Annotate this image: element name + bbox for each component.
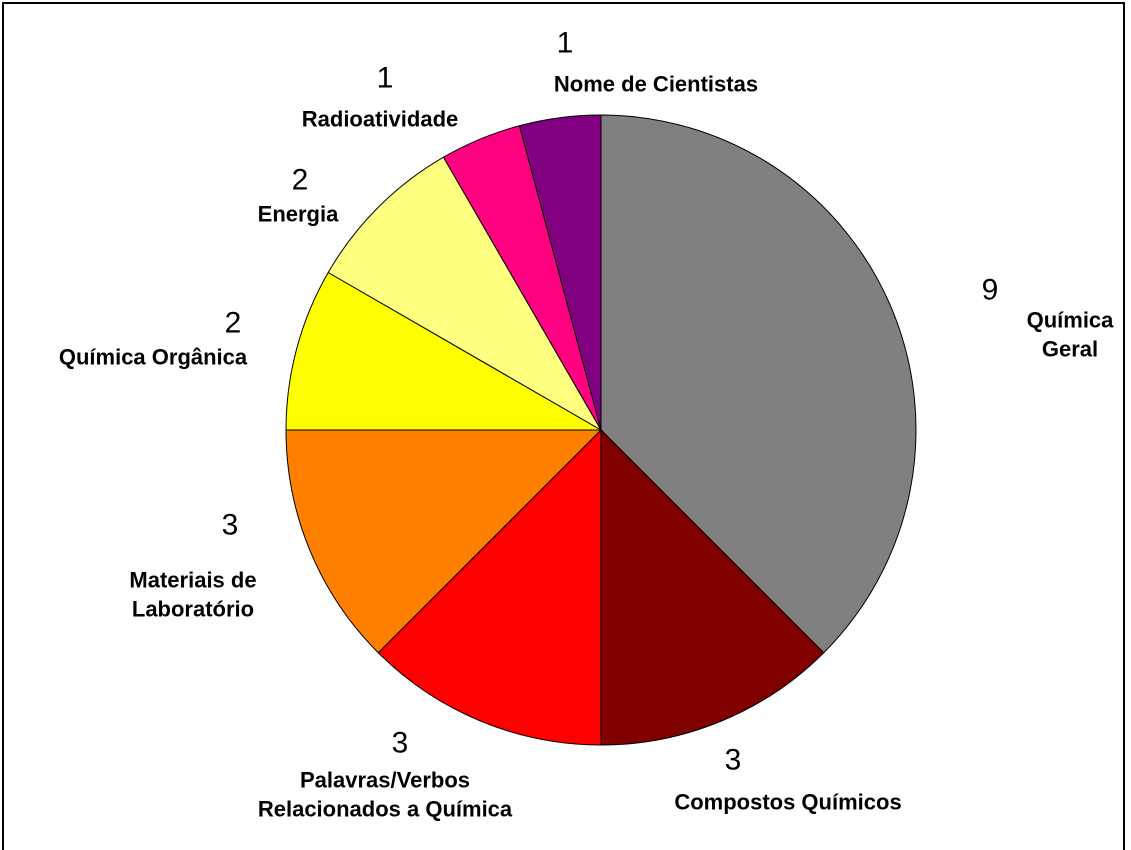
category-label: Radioatividade xyxy=(301,106,459,132)
category-label: Nome de Cientistas xyxy=(553,71,759,97)
category-label: Química Geral xyxy=(1026,307,1114,361)
category-label: Compostos Químicos xyxy=(674,789,902,815)
value-label: 9 xyxy=(981,273,999,307)
pie-slice xyxy=(377,428,602,746)
pie-slice xyxy=(285,271,603,431)
pie-slice xyxy=(600,114,917,654)
value-label: 2 xyxy=(224,306,242,340)
pie-slice xyxy=(518,114,602,431)
value-label: 3 xyxy=(221,508,239,542)
value-label: 3 xyxy=(724,743,742,777)
value-label: 2 xyxy=(291,163,309,197)
pie-slice xyxy=(327,156,603,432)
category-label: Palavras/Verbos Relacionados a Química xyxy=(257,767,513,821)
category-label: Química Orgânica xyxy=(58,344,248,370)
value-label: 1 xyxy=(556,26,574,60)
category-label: Energia xyxy=(257,201,339,227)
value-label: 3 xyxy=(391,726,409,760)
pie-slice xyxy=(285,429,603,654)
pie-slice xyxy=(600,428,825,746)
category-label: Materiais de Laboratório xyxy=(129,567,257,621)
value-label: 1 xyxy=(376,61,394,95)
